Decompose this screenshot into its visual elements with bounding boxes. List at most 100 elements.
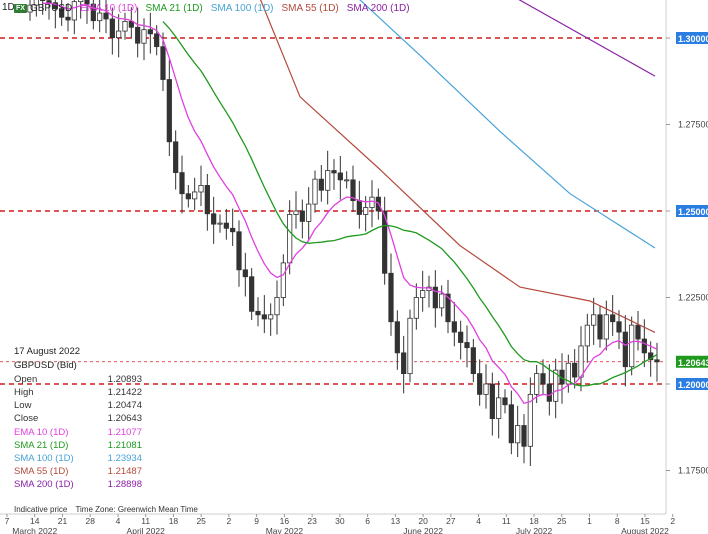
- ohlc-info-panel: 17 August 2022 GBPUSD (Bid) Open 1.20893 H…: [14, 345, 142, 491]
- legend-indicator-4[interactable]: SMA 200 (1D): [346, 2, 410, 14]
- candle-body: [622, 331, 628, 368]
- candle-body: [71, 1, 77, 21]
- candle-body: [565, 362, 571, 385]
- sma-200-line: [518, 0, 656, 77]
- info-row-value: 1.23934: [107, 452, 142, 464]
- x-tick-label: 8: [615, 516, 620, 526]
- candle-body: [445, 293, 451, 323]
- info-row-value: 1.21487: [107, 465, 142, 477]
- candle-body: [654, 359, 660, 363]
- candle-body: [572, 362, 578, 378]
- sma-21-line: [162, 21, 658, 387]
- indicator-list: EMA 10 (1D) SMA 21 (1D) SMA 100 (1D) SMA 55…: [80, 3, 417, 14]
- legend-indicator-3[interactable]: SMA 55 (1D): [281, 2, 339, 14]
- candle-body: [318, 178, 324, 191]
- candle-body: [280, 262, 286, 298]
- candle-body: [154, 33, 160, 48]
- x-tick-label: 13: [391, 516, 401, 526]
- y-tick-label: 1.20000: [678, 380, 708, 390]
- x-tick-label: 18: [169, 516, 179, 526]
- x-tick-label: 14: [30, 516, 40, 526]
- candle-body: [306, 203, 312, 222]
- info-row-label: SMA 55 (1D): [14, 465, 69, 477]
- info-row: High 1.21422: [14, 386, 142, 399]
- candle-body: [648, 352, 654, 361]
- current-price-box: [676, 355, 708, 368]
- candle-body: [508, 404, 514, 444]
- candle-body: [337, 172, 343, 181]
- candle-body: [147, 29, 153, 35]
- x-tick-label: 11: [502, 516, 511, 526]
- candle-body: [312, 178, 318, 205]
- info-row-label: Low: [14, 400, 32, 412]
- candle-body: [394, 321, 400, 354]
- symbol-label[interactable]: GBPUSD: [29, 2, 73, 14]
- legend-indicator-0[interactable]: EMA 10 (1D): [80, 2, 138, 14]
- candle-body: [388, 272, 394, 323]
- candle-body: [293, 210, 299, 215]
- y-tick-label: 1.30000: [678, 34, 708, 44]
- candle-body: [97, 12, 103, 22]
- candle-body: [477, 373, 483, 395]
- price-label-box: [676, 32, 708, 44]
- candle-body: [451, 321, 457, 333]
- x-tick-label: 15: [640, 516, 650, 526]
- x-tick-label: 30: [335, 516, 345, 526]
- candle-body: [274, 297, 280, 316]
- sma-100-line: [359, 0, 656, 249]
- x-tick-label: 28: [85, 516, 95, 526]
- month-label: March 2022: [12, 526, 57, 534]
- info-date: 17 August 2022: [14, 346, 81, 357]
- candle-body: [489, 383, 495, 419]
- month-label: May 2022: [266, 526, 304, 534]
- candle-body: [160, 46, 166, 80]
- candle-body: [230, 227, 236, 233]
- info-row: SMA 55 (1D) 1.21487: [14, 465, 142, 478]
- x-tick-label: 2: [227, 516, 232, 526]
- timezone-label: Time Zone: Greenwich Mean Time: [75, 505, 198, 514]
- month-label: August 2022: [621, 526, 669, 534]
- candle-body: [420, 290, 426, 298]
- price-label-box: [676, 378, 708, 390]
- candle-body: [382, 210, 388, 274]
- candle-body: [369, 196, 375, 208]
- x-tick-label: 21: [58, 516, 68, 526]
- candle-body: [90, 3, 96, 22]
- candle-body: [597, 314, 603, 340]
- candle-body: [268, 314, 274, 320]
- candle-body: [635, 324, 641, 340]
- x-tick-label: 18: [529, 516, 539, 526]
- price-label-box: [676, 205, 708, 217]
- info-row-value: 1.20643: [107, 413, 142, 425]
- candle-body: [179, 172, 185, 195]
- y-tick-label: 1.22500: [678, 293, 708, 303]
- candle-body: [287, 214, 293, 264]
- candle-body: [407, 317, 413, 375]
- candle-body: [553, 369, 559, 402]
- legend-indicator-2[interactable]: SMA 100 (1D): [210, 2, 274, 14]
- x-tick-label: 16: [280, 516, 290, 526]
- candle-body: [331, 170, 337, 174]
- legend-indicator-1[interactable]: SMA 21 (1D): [145, 2, 203, 14]
- info-row-label: SMA 100 (1D): [14, 452, 74, 464]
- indicative-price-label: Indicative price: [14, 505, 68, 514]
- month-label: July 2022: [516, 526, 553, 534]
- candle-body: [502, 397, 508, 406]
- candle-body: [325, 170, 331, 191]
- candle-body: [629, 324, 635, 368]
- candle-body: [128, 20, 134, 28]
- x-tick-label: 4: [476, 516, 481, 526]
- candle-body: [198, 184, 204, 193]
- candle-body: [249, 276, 255, 312]
- x-tick-label: 20: [418, 516, 428, 526]
- candle-body: [591, 314, 597, 326]
- x-tick-label: 11: [141, 516, 150, 526]
- info-row-label: Close: [14, 413, 39, 425]
- candle-body: [616, 321, 622, 333]
- candle-body: [584, 324, 590, 347]
- info-row-value: 1.21422: [107, 387, 142, 399]
- x-tick-label: 25: [557, 516, 567, 526]
- candle-body: [641, 338, 647, 354]
- chart-legend: FX GBPUSD EMA 10 (1D) SMA 21 (1D) SMA 100 …: [2, 1, 418, 15]
